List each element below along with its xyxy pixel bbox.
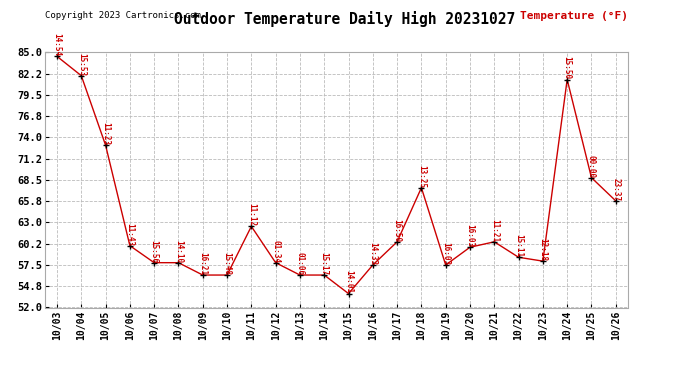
Text: 14:33: 14:33 — [368, 242, 377, 265]
Text: Outdoor Temperature Daily High 20231027: Outdoor Temperature Daily High 20231027 — [175, 11, 515, 27]
Text: 14:01: 14:01 — [344, 270, 353, 294]
Text: 15:53: 15:53 — [77, 53, 86, 76]
Text: 00:00: 00:00 — [587, 154, 596, 178]
Text: 12:18: 12:18 — [538, 238, 547, 261]
Text: 14:54: 14:54 — [52, 33, 61, 56]
Text: Temperature (°F): Temperature (°F) — [520, 11, 628, 21]
Text: 16:21: 16:21 — [198, 252, 207, 275]
Text: 11:21: 11:21 — [490, 219, 499, 242]
Text: 01:06: 01:06 — [295, 252, 304, 275]
Text: 15:48: 15:48 — [223, 252, 232, 275]
Text: 11:12: 11:12 — [247, 203, 256, 226]
Text: Copyright 2023 Cartronics.com: Copyright 2023 Cartronics.com — [45, 11, 201, 20]
Text: 16:03: 16:03 — [441, 242, 450, 265]
Text: 23:37: 23:37 — [611, 178, 620, 201]
Text: 16:50: 16:50 — [393, 219, 402, 242]
Text: 16:03: 16:03 — [466, 224, 475, 247]
Text: 15:17: 15:17 — [319, 252, 328, 275]
Text: 13:25: 13:25 — [417, 165, 426, 188]
Text: 15:50: 15:50 — [562, 56, 572, 80]
Text: 01:34: 01:34 — [271, 240, 280, 262]
Text: 11:43: 11:43 — [126, 222, 135, 246]
Text: 15:11: 15:11 — [514, 234, 523, 257]
Text: 15:56: 15:56 — [150, 240, 159, 262]
Text: 14:10: 14:10 — [174, 240, 183, 262]
Text: 11:23: 11:23 — [101, 122, 110, 145]
